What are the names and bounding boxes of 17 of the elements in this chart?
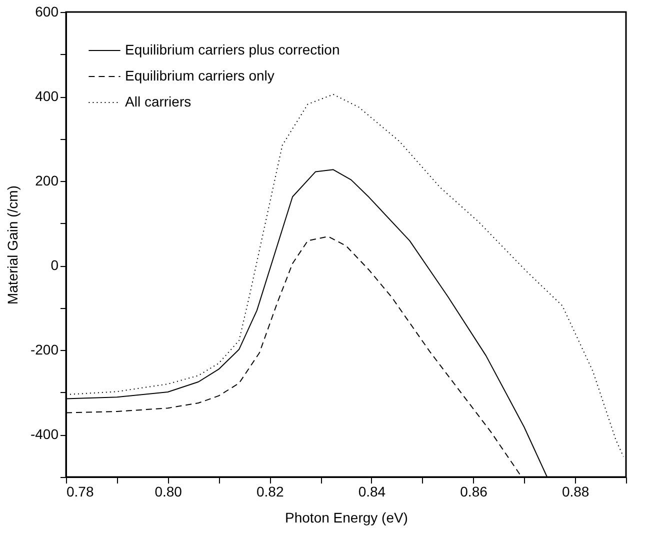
legend-label: Equilibrium carriers only: [125, 68, 274, 84]
legend-label: All carriers: [125, 94, 192, 110]
y-tick-label: 600: [35, 4, 59, 20]
x-tick-label: 0.80: [154, 484, 182, 500]
y-tick-label: -400: [30, 426, 59, 442]
x-tick-label: 0.88: [562, 484, 590, 500]
y-tick-label: -200: [30, 342, 59, 358]
x-tick-label: 0.82: [256, 484, 284, 500]
y-tick-label: 0: [50, 257, 59, 274]
x-tick-label: 0.86: [460, 484, 488, 500]
y-axis-title: Material Gain (/cm): [4, 185, 20, 305]
legend-label: Equilibrium carriers plus correction: [125, 42, 340, 58]
y-tick-label: 400: [35, 88, 59, 104]
y-tick-label: 200: [35, 172, 59, 189]
x-axis-title: Photon Energy (eV): [285, 510, 408, 526]
x-tick-label: 0.84: [358, 484, 386, 500]
x-tick-label: 0.78: [66, 484, 94, 500]
